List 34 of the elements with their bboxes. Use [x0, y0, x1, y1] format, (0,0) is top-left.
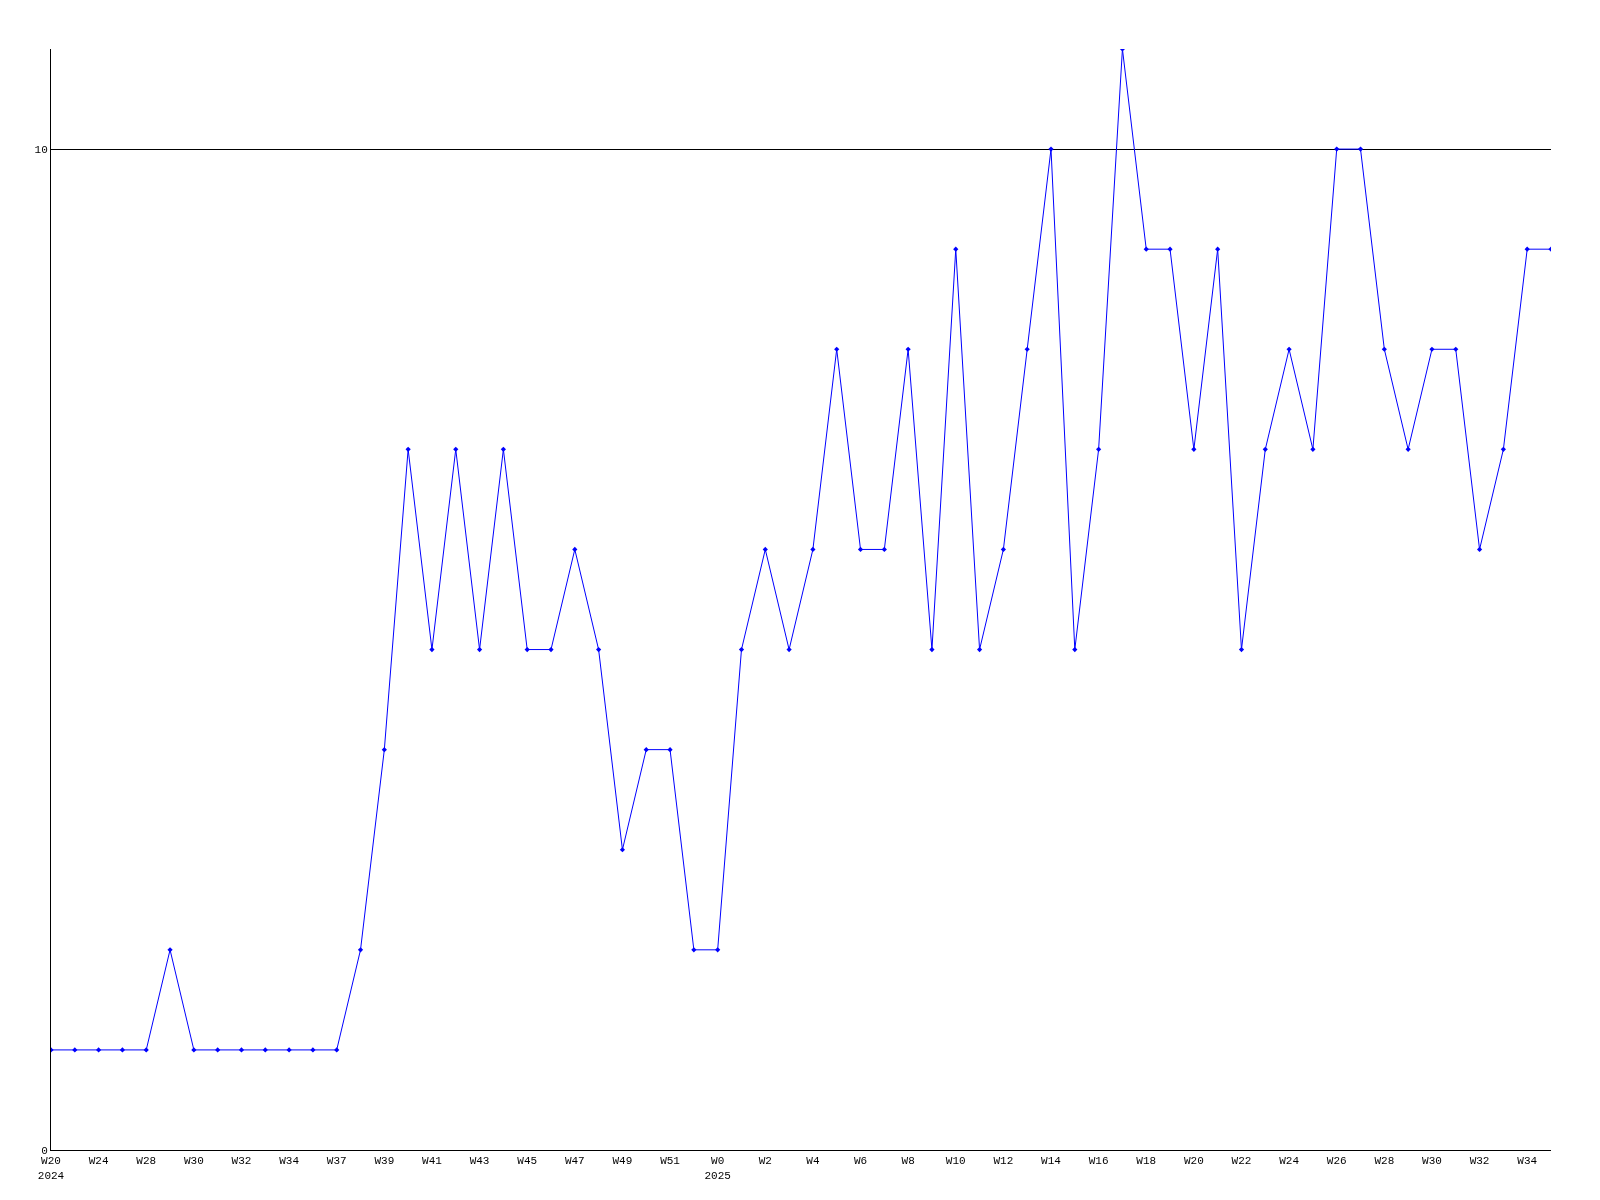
x-tick-label: W34: [279, 1155, 300, 1168]
x-tick-label: W30: [183, 1155, 204, 1168]
x-tick-label: W39: [374, 1155, 395, 1168]
x-tick-label: W30: [1422, 1155, 1442, 1168]
x-tick-label: W26: [1326, 1155, 1347, 1168]
x-tick-label: W28: [1374, 1155, 1395, 1168]
x-tick-label: W43: [469, 1155, 490, 1168]
x-tick-label: W18: [1136, 1155, 1157, 1168]
x-tick-label: W14: [1041, 1155, 1062, 1168]
x-tick-label: W24: [88, 1155, 109, 1168]
x-tick-label: W32: [1469, 1155, 1490, 1168]
y-tick-label: 0: [41, 1144, 48, 1157]
x-tick-label: W4: [806, 1155, 820, 1168]
x-tick-label: W2: [758, 1155, 772, 1168]
x-tick-label: W49: [612, 1155, 633, 1168]
x-tick-label: W41: [422, 1155, 443, 1168]
x-tick-label: W47: [564, 1155, 585, 1168]
x-tick-label: W32: [231, 1155, 252, 1168]
x-tick-label: W6: [853, 1155, 868, 1168]
x-tick-label: W37: [326, 1155, 347, 1168]
y-tick-label: 10: [34, 143, 48, 156]
x-tick-label: W22: [1231, 1155, 1252, 1168]
x-tick-label: W20: [1183, 1155, 1204, 1168]
x-tick-label: W51: [660, 1155, 681, 1168]
x-tick-label: W12: [993, 1155, 1014, 1168]
x-tick-label: W20 2024: [37, 1155, 65, 1182]
x-tick-label: W28: [136, 1155, 157, 1168]
x-tick-label: W24: [1279, 1155, 1300, 1168]
x-tick-label: W16: [1088, 1155, 1109, 1168]
x-tick-label: W45: [517, 1155, 538, 1168]
x-tick-label: W10: [945, 1155, 966, 1168]
x-tick-label: W34: [1517, 1155, 1538, 1168]
x-tick-label: W0 2025: [704, 1155, 731, 1182]
x-tick-label: W8: [901, 1155, 915, 1168]
